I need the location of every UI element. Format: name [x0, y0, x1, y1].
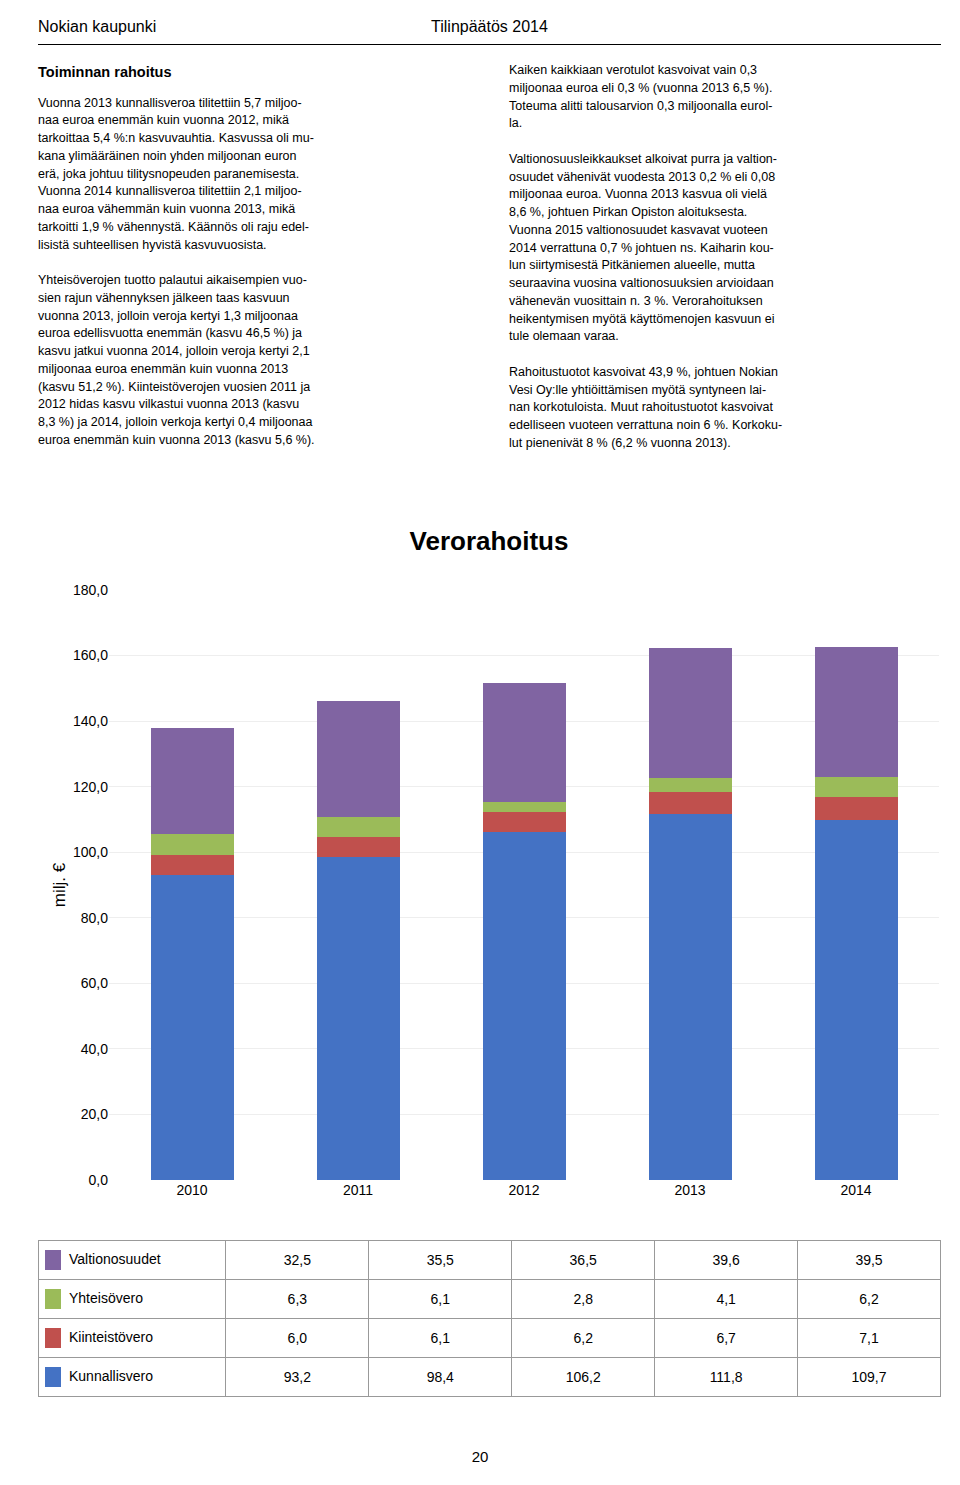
html-text:Kiinteistövero: Kiinteistövero [69, 1328, 153, 1345]
html-text:6,7: 6,7 [716, 1330, 736, 1346]
svg-text:160,0: 160,0 [73, 647, 108, 663]
html-text:35,5: 35,5 [426, 1252, 454, 1268]
html-text:6,1: 6,1 [430, 1291, 450, 1307]
svg-text:180,0: 180,0 [73, 582, 108, 598]
html-text:39,5: 39,5 [855, 1252, 883, 1268]
html-text:Kaiken kaikkiaan verotulot kas: Kaiken kaikkiaan verotulot kasvoivat vai… [509, 63, 783, 450]
svg-text:2011: 2011 [343, 1182, 373, 1198]
svg-text:20,0: 20,0 [81, 1106, 108, 1122]
html-text:6,2: 6,2 [859, 1291, 879, 1307]
svg-text:100,0: 100,0 [73, 844, 108, 860]
html-text:Nokian kaupunki: Nokian kaupunki [38, 18, 157, 35]
svg-text:120,0: 120,0 [73, 779, 108, 795]
html-text:111,8: 111,8 [709, 1369, 743, 1385]
svg-text:2013: 2013 [674, 1182, 705, 1198]
html-text:Valtionosuudet: Valtionosuudet [69, 1250, 161, 1267]
html-text:93,2: 93,2 [283, 1369, 311, 1385]
html-text:6,3: 6,3 [287, 1291, 308, 1307]
svg-text:2014: 2014 [840, 1182, 871, 1198]
html-text:20: 20 [471, 1448, 489, 1465]
html-text:2,8: 2,8 [573, 1291, 593, 1307]
svg-text:140,0: 140,0 [73, 713, 108, 729]
html-text:Kunnallisvero: Kunnallisvero [69, 1367, 154, 1384]
svg-text:2012: 2012 [508, 1182, 539, 1198]
html-text:106,2: 106,2 [565, 1369, 601, 1385]
html-text:Yhteisövero: Yhteisövero [69, 1289, 143, 1306]
svg-text:0,0: 0,0 [89, 1172, 109, 1188]
html-text:7,1: 7,1 [859, 1330, 879, 1346]
svg-text:60,0: 60,0 [81, 975, 108, 991]
html-text:4,1: 4,1 [716, 1291, 736, 1307]
svg-text:2010: 2010 [176, 1182, 207, 1198]
html-text:36,5: 36,5 [569, 1252, 597, 1268]
html-text:39,6: 39,6 [712, 1252, 740, 1268]
html-text:98,4: 98,4 [426, 1369, 454, 1385]
html-text:109,7: 109,7 [851, 1369, 887, 1385]
svg-text:80,0: 80,0 [81, 910, 108, 926]
svg-text:Verorahoitus: Verorahoitus [410, 526, 569, 556]
html-text:6,0: 6,0 [287, 1330, 308, 1346]
svg-text:milj. €: milj. € [50, 862, 69, 907]
html-text:Vuonna 2013 kunnallisveroa til: Vuonna 2013 kunnallisveroa tilitettiin 5… [38, 95, 315, 447]
svg-text:40,0: 40,0 [81, 1041, 108, 1057]
html-text:6,2: 6,2 [573, 1330, 593, 1346]
html-text:6,1: 6,1 [430, 1330, 450, 1346]
html-text:Tilinpäätös 2014: Tilinpäätös 2014 [431, 18, 548, 35]
html-text:Toiminnan rahoitus: Toiminnan rahoitus [38, 64, 172, 80]
html-text:32,5: 32,5 [283, 1252, 311, 1268]
